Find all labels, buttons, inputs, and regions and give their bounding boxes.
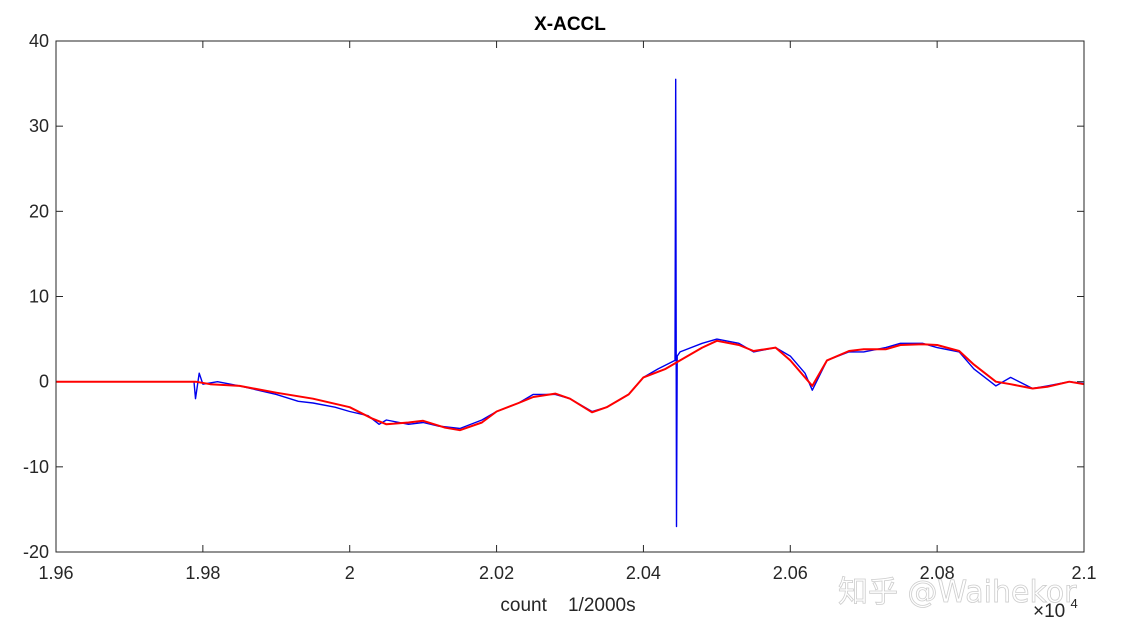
y-tick-label: 10 — [29, 287, 49, 307]
y-tick-labels: -20 -10 0 10 20 30 40 — [23, 31, 49, 562]
y-tick-label: 20 — [29, 201, 49, 221]
watermark: 知乎 @Waihekor — [838, 575, 1077, 610]
x-tick-labels: 1.96 1.98 2 2.02 2.04 2.06 2.08 2.1 — [38, 563, 1096, 583]
y-tick-label: -10 — [23, 457, 49, 477]
x-axis-exponent: ×10 4 — [1033, 596, 1078, 622]
x-tick-label: 1.98 — [185, 563, 220, 583]
chart-title: X-ACCL — [534, 14, 606, 35]
y-tick-label: 0 — [39, 372, 49, 392]
x-tick-label: 2.08 — [920, 563, 955, 583]
x-tick-label: 1.96 — [38, 563, 73, 583]
x-tick-label: 2.04 — [626, 563, 661, 583]
series-line-smoothed — [56, 339, 1085, 432]
x-axis-exponent-power: 4 — [1071, 596, 1078, 611]
plot-background — [56, 41, 1084, 552]
y-tick-label: -20 — [23, 542, 49, 562]
x-axis-exponent-base: ×10 — [1033, 601, 1065, 622]
x-tick-label: 2.06 — [773, 563, 808, 583]
x-tick-label: 2.02 — [479, 563, 514, 583]
x-tick-label: 2.1 — [1071, 563, 1096, 583]
x-tick-label: 2 — [345, 563, 355, 583]
x-axis-label: count 1/2000s — [500, 595, 635, 616]
y-tick-label: 30 — [29, 116, 49, 136]
y-tick-label: 40 — [29, 31, 49, 51]
series-layer — [56, 78, 1085, 528]
plot-frame — [55, 40, 1085, 553]
